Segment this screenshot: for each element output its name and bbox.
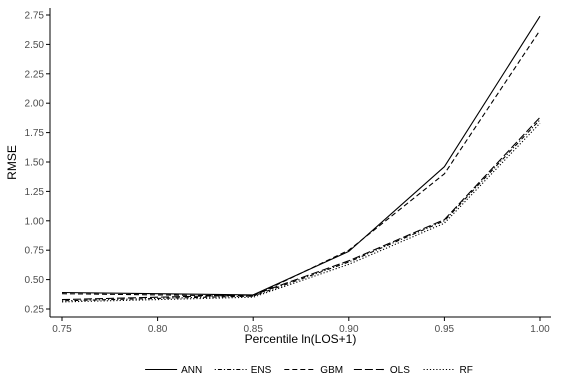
x-tick-label: 1.00: [530, 324, 550, 335]
y-tick-label: 2.75: [25, 11, 45, 22]
legend-label-ens: ENS: [251, 365, 272, 376]
y-tick-label: 0.75: [25, 246, 45, 257]
series-lines: [61, 15, 541, 303]
y-tick-label: 1.75: [25, 128, 45, 139]
legend-label-ols: OLS: [390, 365, 410, 376]
x-tick-label: 0.85: [243, 324, 263, 335]
series-line-rf: [61, 122, 541, 303]
plot-frame: [49, 8, 551, 318]
legend-label-gbm: GBM: [320, 365, 343, 376]
series-line-ols: [61, 116, 541, 301]
legend-label-ann: ANN: [181, 365, 202, 376]
series-line-ens: [61, 119, 541, 302]
y-tick-label: 1.00: [25, 216, 45, 227]
series-line-ann: [61, 15, 541, 296]
x-tick-label: 0.95: [435, 324, 455, 335]
y-tick-label: 2.00: [25, 99, 45, 110]
y-tick-label: 1.25: [25, 187, 45, 198]
legend: ANN ENS GBM OLS RF: [145, 365, 473, 376]
x-axis-title: Percentile ln(LOS+1): [245, 332, 357, 346]
x-tick-label: 0.90: [339, 324, 359, 335]
x-axis: 0.75 0.80 0.85 0.90 0.95 1.00: [52, 317, 550, 335]
series-line-gbm: [61, 29, 541, 297]
y-axis: 0.25 0.50 0.75 1.00 1.25 1.50 1.75 2.00 2.25 2.50…: [25, 11, 50, 316]
y-tick-label: 1.50: [25, 158, 45, 169]
x-tick-label: 0.75: [52, 324, 72, 335]
legend-label-rf: RF: [460, 365, 473, 376]
y-tick-label: 0.50: [25, 275, 45, 286]
x-tick-label: 0.80: [148, 324, 168, 335]
y-axis-title: RMSE: [5, 145, 19, 180]
y-tick-label: 0.25: [25, 305, 45, 316]
y-tick-label: 2.50: [25, 40, 45, 51]
y-tick-label: 2.25: [25, 69, 45, 80]
